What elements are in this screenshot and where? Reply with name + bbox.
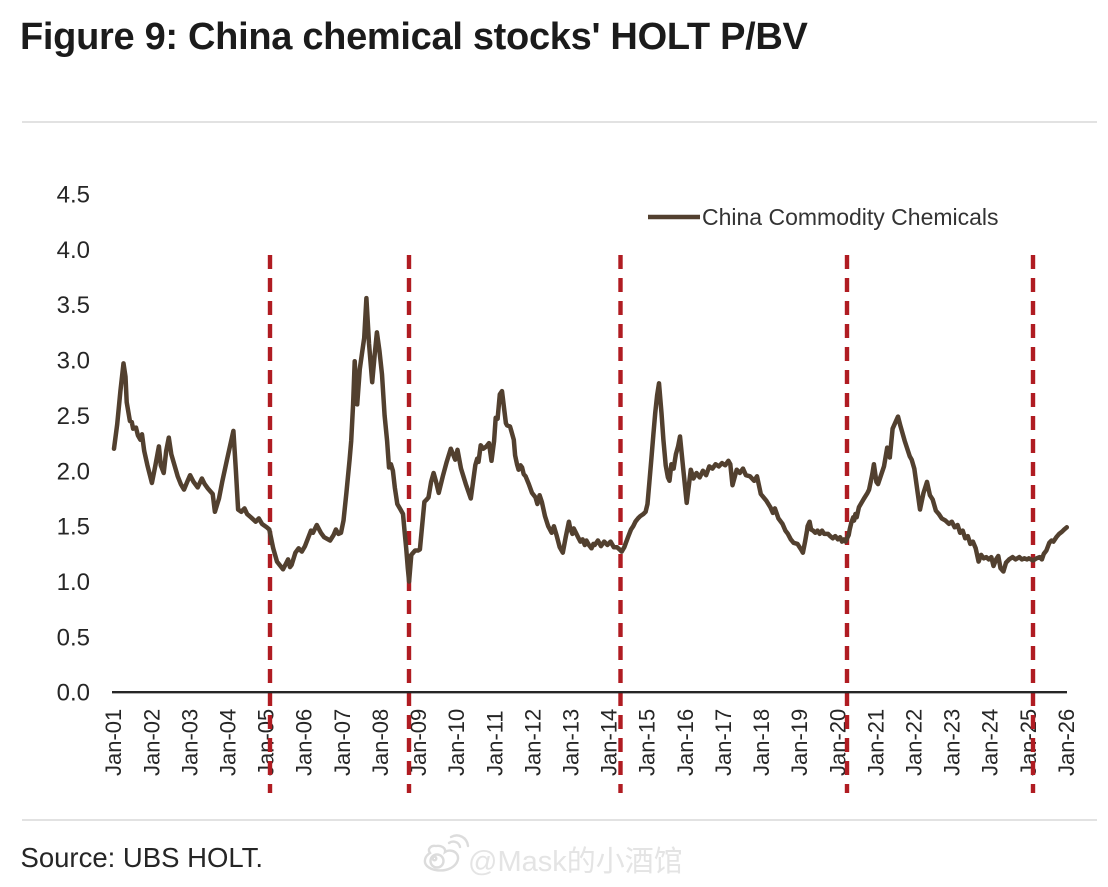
svg-text:Jan-18: Jan-18	[749, 709, 774, 776]
svg-text:Jan-25: Jan-25	[1016, 709, 1041, 776]
svg-text:Jan-07: Jan-07	[330, 709, 355, 776]
svg-text:Jan-19: Jan-19	[787, 709, 812, 776]
svg-text:0.5: 0.5	[57, 624, 90, 651]
svg-text:Jan-06: Jan-06	[292, 709, 317, 776]
svg-text:Jan-17: Jan-17	[711, 709, 736, 776]
svg-text:Jan-10: Jan-10	[444, 709, 469, 776]
svg-text:@Mask的小酒馆: @Mask的小酒馆	[468, 845, 683, 878]
svg-text:Jan-04: Jan-04	[216, 709, 241, 776]
svg-text:Jan-24: Jan-24	[978, 709, 1003, 776]
svg-text:Jan-05: Jan-05	[254, 709, 279, 776]
svg-text:Jan-14: Jan-14	[597, 709, 622, 776]
svg-text:3.0: 3.0	[57, 348, 90, 375]
svg-text:Jan-11: Jan-11	[482, 710, 507, 776]
svg-text:Jan-22: Jan-22	[902, 709, 927, 776]
svg-text:2.0: 2.0	[57, 458, 90, 485]
svg-text:1.5: 1.5	[57, 514, 90, 541]
svg-text:Jan-12: Jan-12	[520, 709, 545, 776]
svg-text:2.5: 2.5	[57, 403, 90, 430]
svg-text:Jan-26: Jan-26	[1054, 709, 1079, 776]
svg-text:Jan-01: Jan-01	[101, 709, 126, 776]
svg-text:Jan-08: Jan-08	[368, 709, 393, 776]
svg-text:0.0: 0.0	[57, 680, 90, 707]
svg-text:1.0: 1.0	[57, 569, 90, 596]
svg-text:Jan-13: Jan-13	[559, 709, 584, 776]
svg-text:Jan-03: Jan-03	[177, 709, 202, 776]
svg-text:Jan-02: Jan-02	[139, 709, 164, 776]
svg-text:Jan-15: Jan-15	[635, 709, 660, 776]
svg-text:Jan-21: Jan-21	[863, 709, 888, 776]
svg-text:China Commodity Chemicals: China Commodity Chemicals	[702, 204, 999, 230]
svg-text:Jan-16: Jan-16	[673, 709, 698, 776]
svg-text:Jan-23: Jan-23	[940, 709, 965, 776]
svg-text:4.0: 4.0	[57, 237, 90, 264]
svg-text:4.5: 4.5	[57, 182, 90, 209]
svg-text:3.5: 3.5	[57, 292, 90, 319]
